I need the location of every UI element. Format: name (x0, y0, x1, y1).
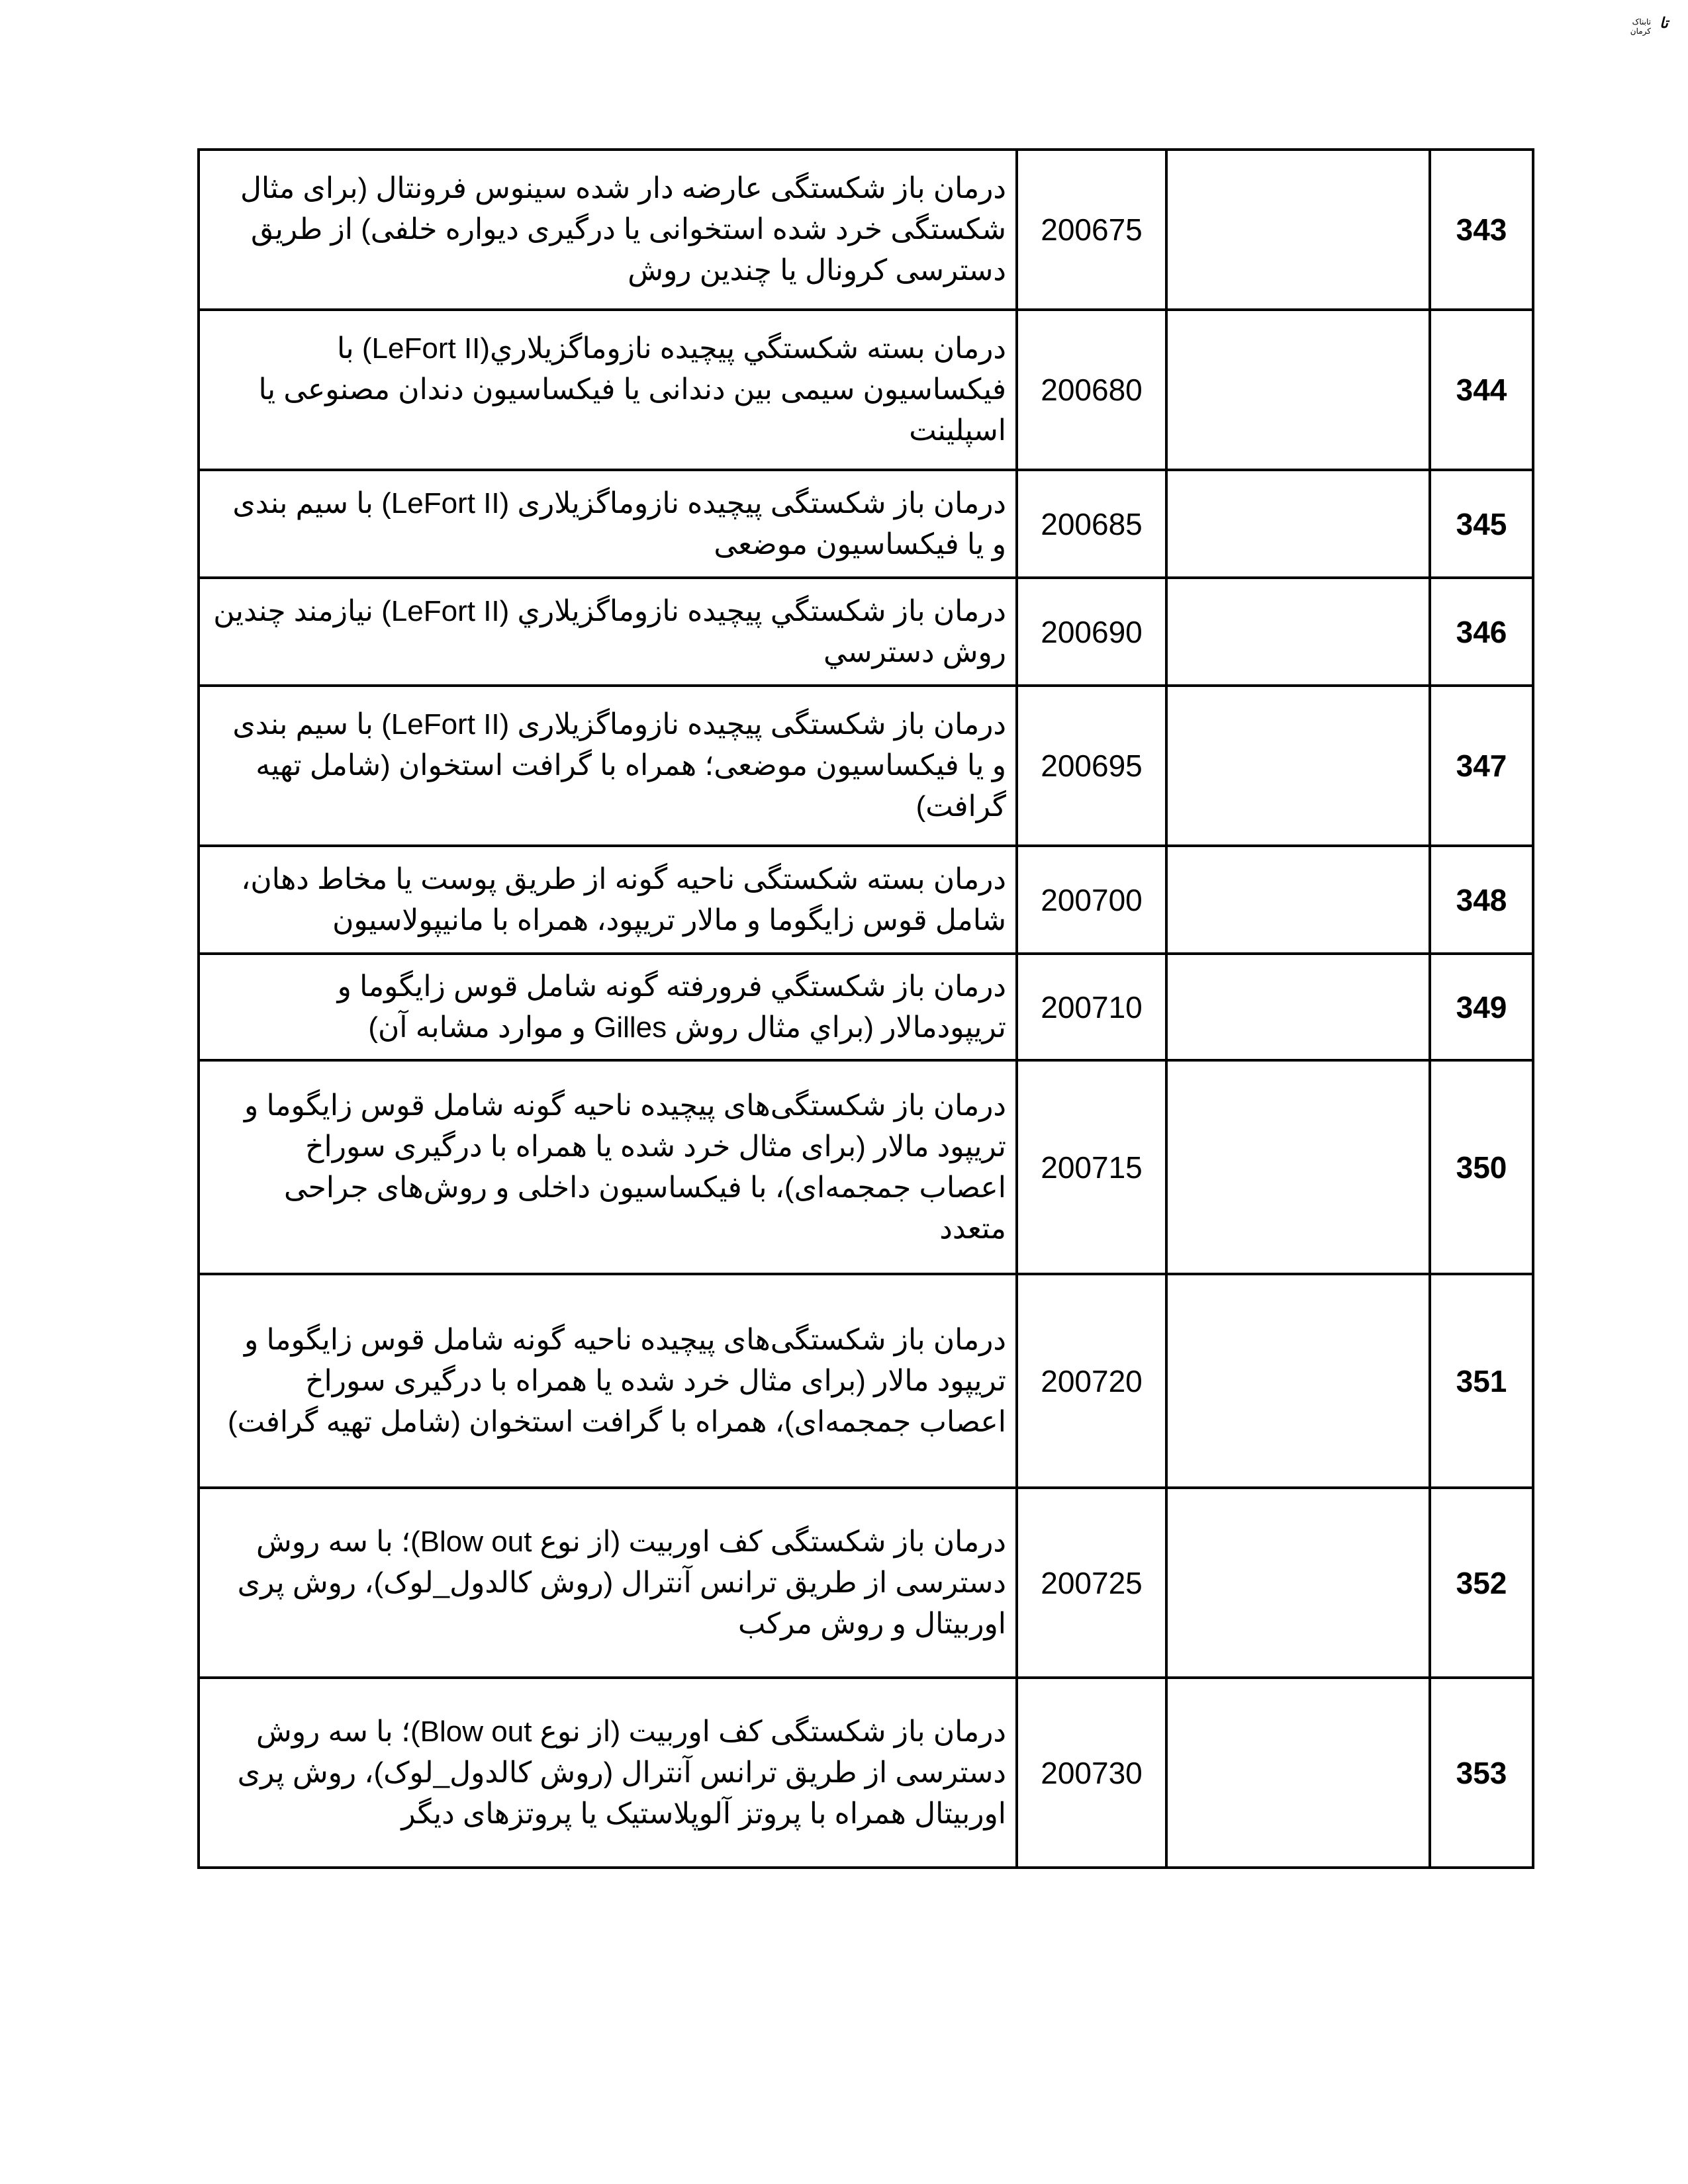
empty-cell (1165, 684, 1431, 847)
service-code: 200730 (1015, 1676, 1168, 1869)
service-description: درمان باز شکستگی پیچیده نازوماگزیلاری (L… (197, 469, 1018, 579)
service-description: درمان باز شكستگي پيچيده نازوماگزيلاري (L… (197, 576, 1018, 687)
service-description: درمان باز شکستگی‌های پیچیده ناحیه گونه ش… (197, 1059, 1018, 1275)
row-number: 350 (1429, 1059, 1534, 1275)
service-description: درمان بسته شکستگي پيچيده نازوماگزيلاري(L… (197, 308, 1018, 471)
service-description: درمان باز شکستگی عارضه دار شده سینوس فرو… (197, 148, 1018, 311)
row-number: 348 (1429, 844, 1534, 955)
service-description: درمان بسته شکستگی ناحیه گونه از طریق پوس… (197, 844, 1018, 955)
empty-cell (1165, 952, 1431, 1062)
table-row: 350 200715 درمان باز شکستگی‌های پیچیده ن… (197, 1059, 1534, 1275)
table-row: 352 200725 درمان باز شکستگی کف اوربیت (ا… (197, 1486, 1534, 1679)
empty-cell (1165, 1676, 1431, 1869)
service-code: 200690 (1015, 576, 1168, 687)
service-code: 200700 (1015, 844, 1168, 955)
empty-cell (1165, 844, 1431, 955)
row-number: 343 (1429, 148, 1534, 311)
table-row: 344 200680 درمان بسته شکستگي پيچيده نازو… (197, 308, 1534, 471)
service-code: 200675 (1015, 148, 1168, 311)
tariff-table: 343 200675 درمان باز شکستگی عارضه دار شد… (197, 148, 1534, 1869)
empty-cell (1165, 576, 1431, 687)
service-code: 200685 (1015, 469, 1168, 579)
service-description: درمان باز شکستگی‌های پیچیده ناحیه گونه ش… (197, 1273, 1018, 1489)
empty-cell (1165, 469, 1431, 579)
row-number: 346 (1429, 576, 1534, 687)
empty-cell (1165, 1059, 1431, 1275)
row-number: 347 (1429, 684, 1534, 847)
empty-cell (1165, 148, 1431, 311)
table-row: 343 200675 درمان باز شکستگی عارضه دار شد… (197, 148, 1534, 311)
service-description: درمان باز شكستگي فرورفته گونه شامل قوس ز… (197, 952, 1018, 1062)
row-number: 349 (1429, 952, 1534, 1062)
table-row: 348 200700 درمان بسته شکستگی ناحیه گونه … (197, 844, 1534, 955)
service-code: 200715 (1015, 1059, 1168, 1275)
empty-cell (1165, 1486, 1431, 1679)
row-number: 353 (1429, 1676, 1534, 1869)
table-row: 353 200730 درمان باز شکستگی کف اوربیت (ا… (197, 1676, 1534, 1869)
empty-cell (1165, 308, 1431, 471)
service-code: 200725 (1015, 1486, 1168, 1679)
logo-mark: تا (1660, 15, 1668, 31)
table-row: 351 200720 درمان باز شکستگی‌های پیچیده ن… (197, 1273, 1534, 1489)
service-code: 200695 (1015, 684, 1168, 847)
table-row: 347 200695 درمان باز شکستگی پیچیده نازوم… (197, 684, 1534, 847)
service-code: 200710 (1015, 952, 1168, 1062)
row-number: 352 (1429, 1486, 1534, 1679)
table-row: 349 200710 درمان باز شكستگي فرورفته گونه… (197, 952, 1534, 1062)
service-description: درمان باز شکستگی کف اوربیت (از نوع Blow … (197, 1676, 1018, 1869)
row-number: 344 (1429, 308, 1534, 471)
service-code: 200720 (1015, 1273, 1168, 1489)
service-description: درمان باز شکستگی پیچیده نازوماگزیلاری (L… (197, 684, 1018, 847)
service-description: درمان باز شکستگی کف اوربیت (از نوع Blow … (197, 1486, 1018, 1679)
logo: تا تابناک کرمان (1615, 15, 1668, 38)
row-number: 345 (1429, 469, 1534, 579)
row-number: 351 (1429, 1273, 1534, 1489)
logo-text: تابناک کرمان (1630, 17, 1651, 36)
table-row: 346 200690 درمان باز شكستگي پيچيده نازوم… (197, 576, 1534, 687)
table-row: 345 200685 درمان باز شکستگی پیچیده نازوم… (197, 469, 1534, 579)
empty-cell (1165, 1273, 1431, 1489)
service-code: 200680 (1015, 308, 1168, 471)
